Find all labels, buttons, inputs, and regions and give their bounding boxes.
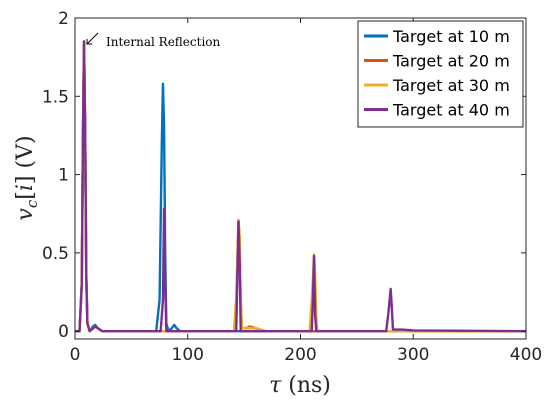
y-tick-label: 0.5 (42, 244, 69, 264)
legend-label-2: Target at 20 m (392, 52, 510, 71)
legend-items: Target at 10 m Target at 20 m Target at 30… (364, 27, 510, 120)
x-ticks: 0 100 200 300 400 (70, 18, 542, 365)
x-axis-label: τ (ns) (269, 373, 331, 398)
annotation-group: Internal Reflection (86, 32, 221, 49)
x-tick-label: 400 (510, 345, 542, 365)
y-tick-label: 1.5 (42, 87, 69, 107)
x-tick-label: 100 (172, 345, 204, 365)
x-tick-label: 0 (70, 345, 81, 365)
y-ticks: 0 0.5 1 1.5 2 (42, 9, 526, 342)
annotation-arrow (86, 32, 99, 45)
annotation-arrowhead (86, 39, 92, 45)
x-tick-label: 200 (284, 345, 316, 365)
legend-label-1: Target at 10 m (392, 27, 510, 46)
y-tick-label: 1 (58, 166, 69, 186)
legend-label-3: Target at 30 m (392, 76, 510, 95)
x-tick-label: 300 (397, 345, 429, 365)
y-tick-label: 2 (58, 9, 69, 29)
series-layer (75, 40, 527, 333)
legend-label-4: Target at 40 m (392, 101, 510, 120)
annotation-text: Internal Reflection (106, 35, 221, 49)
series-line-4 (75, 40, 527, 333)
y-axis-label: vc[i] (V) (13, 135, 41, 220)
y-tick-label: 0 (58, 322, 69, 342)
legend: Target at 10 m Target at 20 m Target at 30… (357, 20, 524, 128)
